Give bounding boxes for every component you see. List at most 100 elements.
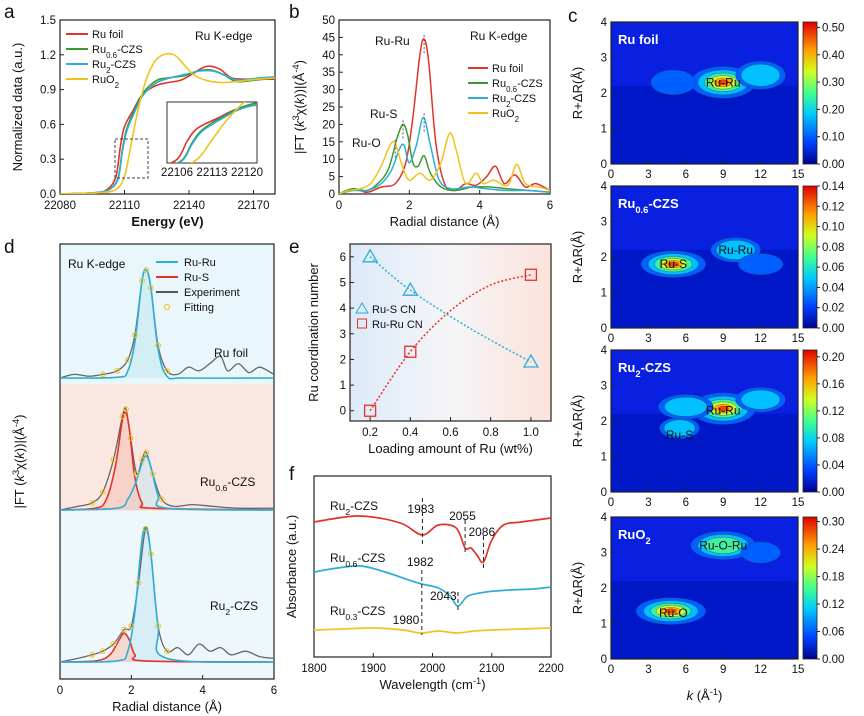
e-ytick-label: 5: [340, 277, 346, 289]
b-lines: [339, 38, 550, 194]
f-xtick-label: 1900: [360, 663, 386, 675]
d-sample-label-2-part: -CZS: [227, 475, 255, 489]
c-map-label: Ru-Ru: [706, 403, 741, 417]
d-fitting-marker: [133, 471, 140, 477]
d-ylabel-part: ): [12, 414, 27, 418]
e-point-rus: [522, 353, 540, 368]
b-ylabel-part: χ(: [292, 104, 307, 116]
d-ylabel-part: ))|(Å: [12, 427, 27, 452]
c-cbar-tick-label: 0.18: [822, 572, 844, 584]
d-xlabel: Radial distance (Å): [112, 699, 222, 714]
d-fitting-marker: [124, 357, 131, 363]
c-contour: [717, 405, 729, 412]
e-point-ruru: [363, 404, 377, 417]
c-xlabel-part: ): [718, 688, 722, 703]
c-map-title: Ru foil: [618, 32, 658, 47]
c-cbar-tick-label: 0.04: [822, 460, 845, 472]
d-legend-label: Fitting: [184, 302, 214, 314]
c-map-title-part: 2: [635, 369, 640, 379]
b-ylabel: |FT (k3χ(k))|(Å-4): [291, 60, 307, 154]
c-cbar-tick-label: 0.24: [822, 544, 845, 556]
c-cbar-tick-label: 0.16: [822, 379, 844, 391]
panel-letter-a: a: [4, 2, 15, 23]
c-cbar-tick-label: 0.10: [822, 222, 844, 234]
c-cbar-tick-label: 0.12: [822, 599, 844, 611]
a-ylabel: Normalized data (a.u.): [10, 43, 25, 172]
a-ytick-label: 0.0: [40, 189, 56, 201]
c-cbar-tick-label: 0.12: [822, 406, 844, 418]
f-peak-label: 2043: [430, 589, 457, 603]
f-series-label-part: -CZS: [350, 499, 378, 513]
d-fitting-marker: [164, 367, 170, 374]
a-ytick-label: 0.6: [40, 119, 56, 131]
e-legend-swatch: [357, 318, 367, 329]
a-legend-label-part: RuO: [92, 74, 115, 86]
c-cbar-tick-label: 0.50: [822, 22, 844, 34]
b-annotation-ruo: Ru-O: [352, 136, 381, 150]
e-legend-label: Ru-Ru CN: [372, 319, 423, 331]
a-xtick-label: 22110: [109, 200, 140, 212]
b-ylabel-part: ))|(Å: [292, 72, 307, 97]
c-ytick-label: 3: [601, 548, 607, 560]
c-ytick-label: 1: [601, 288, 607, 300]
f-xlabel-part: -1: [473, 676, 481, 686]
b-ytick-label: 30: [322, 85, 335, 97]
c-contour: [740, 63, 781, 87]
d-sample-label-1-part: Ru foil: [214, 346, 248, 360]
d-fitting-marker: [119, 413, 126, 420]
d-ylabel-part: χ(: [12, 458, 27, 470]
f-peak-label: 1980: [393, 613, 420, 627]
b-series: [339, 38, 550, 194]
d-ruru-line: [60, 455, 274, 511]
d-xtick-label: 0: [57, 685, 63, 697]
c-cbar-tick-label: 0.40: [822, 50, 844, 62]
c-ylabel: R+ΔR(Å): [570, 562, 585, 614]
c-map-title-part: -CZS: [648, 196, 679, 211]
c-xtick-label: 15: [792, 169, 805, 181]
c-ytick-label: 4: [601, 512, 608, 524]
d-ylabel-part: 3: [11, 470, 21, 475]
b-ylabel-part: k: [292, 96, 307, 104]
d-legend-swatch: [163, 303, 171, 311]
b-legend-label: Ru foil: [492, 63, 523, 75]
d-ylabel-part: k: [12, 451, 27, 459]
a-inset-tick: 22120: [231, 167, 263, 179]
f-xtick-label: 2100: [479, 663, 505, 675]
d-fitting-marker: [142, 525, 149, 532]
c-contour: [715, 239, 756, 260]
panel-letter-d: d: [4, 237, 15, 258]
d-fitting-marker: [155, 623, 161, 629]
b-legend-label: Ru2-CZS: [492, 93, 536, 109]
c-cbar-tick-label: 0.06: [822, 627, 844, 639]
c-xtick-label: 0: [608, 497, 614, 509]
c-ytick-label: 2: [601, 583, 607, 595]
b-ytick-label: 40: [322, 50, 335, 62]
c-cbar-tick-label: 0.00: [822, 323, 844, 335]
c-xtick-label: 12: [754, 169, 767, 181]
e-xtick-label: 1.0: [523, 427, 539, 439]
d-fitting-marker: [155, 342, 161, 349]
d-legend-label: Ru-S: [184, 272, 209, 284]
c-xtick-label: 9: [720, 664, 726, 676]
e-legend-label: Ru-S CN: [372, 304, 416, 316]
panel-letter-f: f: [289, 464, 295, 485]
c-contour: [737, 253, 784, 276]
d-legend-label: Experiment: [184, 287, 240, 299]
c-map-title: Ru0.6-CZS: [618, 196, 679, 215]
b-ytick-label: 5: [329, 172, 335, 184]
a-legend-label: Ru2-CZS: [92, 59, 136, 75]
f-series-label-part: Ru: [330, 551, 345, 565]
d-ruru-line: [60, 268, 274, 380]
panel-e: 0.2 0.4 0.6 0.8 1.0 0 1 2 3 4 5 6 Loading amount of …: [306, 243, 552, 456]
f-ylabel: Absorbance (a.u.): [284, 515, 299, 618]
f-xtick-label: 1800: [301, 663, 327, 675]
c-ytick-label: 2: [601, 416, 607, 428]
d-sample-label-2-part: Ru: [200, 475, 215, 489]
b-ylabel-part: ): [292, 60, 307, 64]
b-ytick-label: 0: [329, 189, 335, 201]
c-ytick-label: 4: [601, 345, 608, 357]
c-map-title-part: RuO: [618, 527, 645, 542]
